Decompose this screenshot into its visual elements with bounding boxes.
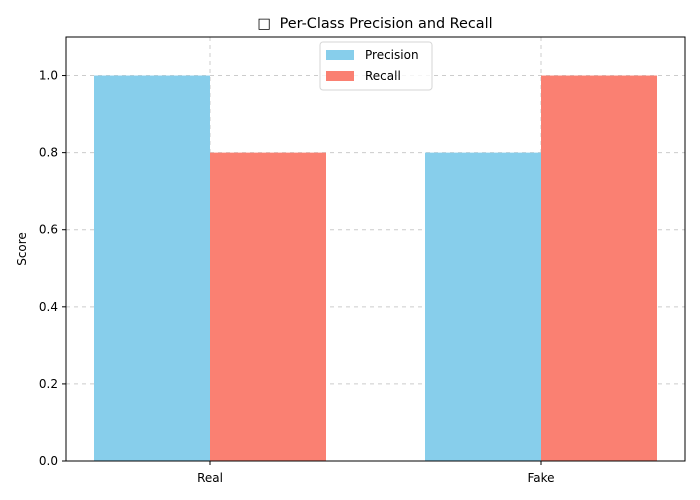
bar-precision-fake — [425, 152, 541, 462]
y-tick-label: 0.8 — [39, 146, 58, 160]
y-tick-label: 0.4 — [39, 300, 58, 314]
legend: Precision Recall — [319, 41, 433, 91]
bars-layer — [94, 75, 657, 462]
bar-recall-fake — [541, 75, 657, 461]
y-tick-label: 0.2 — [39, 377, 58, 391]
y-tick-label: 0.6 — [39, 223, 58, 237]
y-axis-label: Score — [15, 232, 29, 266]
chart-title: □ Per-Class Precision and Recall — [257, 16, 492, 32]
title-missing-glyph-icon: □ — [257, 16, 271, 32]
chart-title-group: □ Per-Class Precision and Recall — [257, 16, 492, 32]
legend-swatch-recall — [326, 71, 354, 81]
bar-precision-real — [94, 75, 210, 461]
chart-title-text: Per-Class Precision and Recall — [280, 16, 493, 32]
x-tick-label: Real — [197, 471, 223, 485]
plot-frame — [65, 36, 686, 462]
ticks-layer: 0.0 0.2 0.4 0.6 0.8 1.0 Real Fake — [39, 69, 555, 485]
legend-swatch-precision — [326, 50, 354, 60]
y-tick-label: 0.0 — [39, 454, 58, 468]
x-tick-label: Fake — [527, 471, 554, 485]
legend-label-recall: Recall — [365, 69, 401, 83]
legend-label-precision: Precision — [365, 48, 419, 62]
bar-recall-real — [210, 152, 326, 462]
axes-layer — [65, 36, 686, 462]
y-tick-label: 1.0 — [39, 69, 58, 83]
